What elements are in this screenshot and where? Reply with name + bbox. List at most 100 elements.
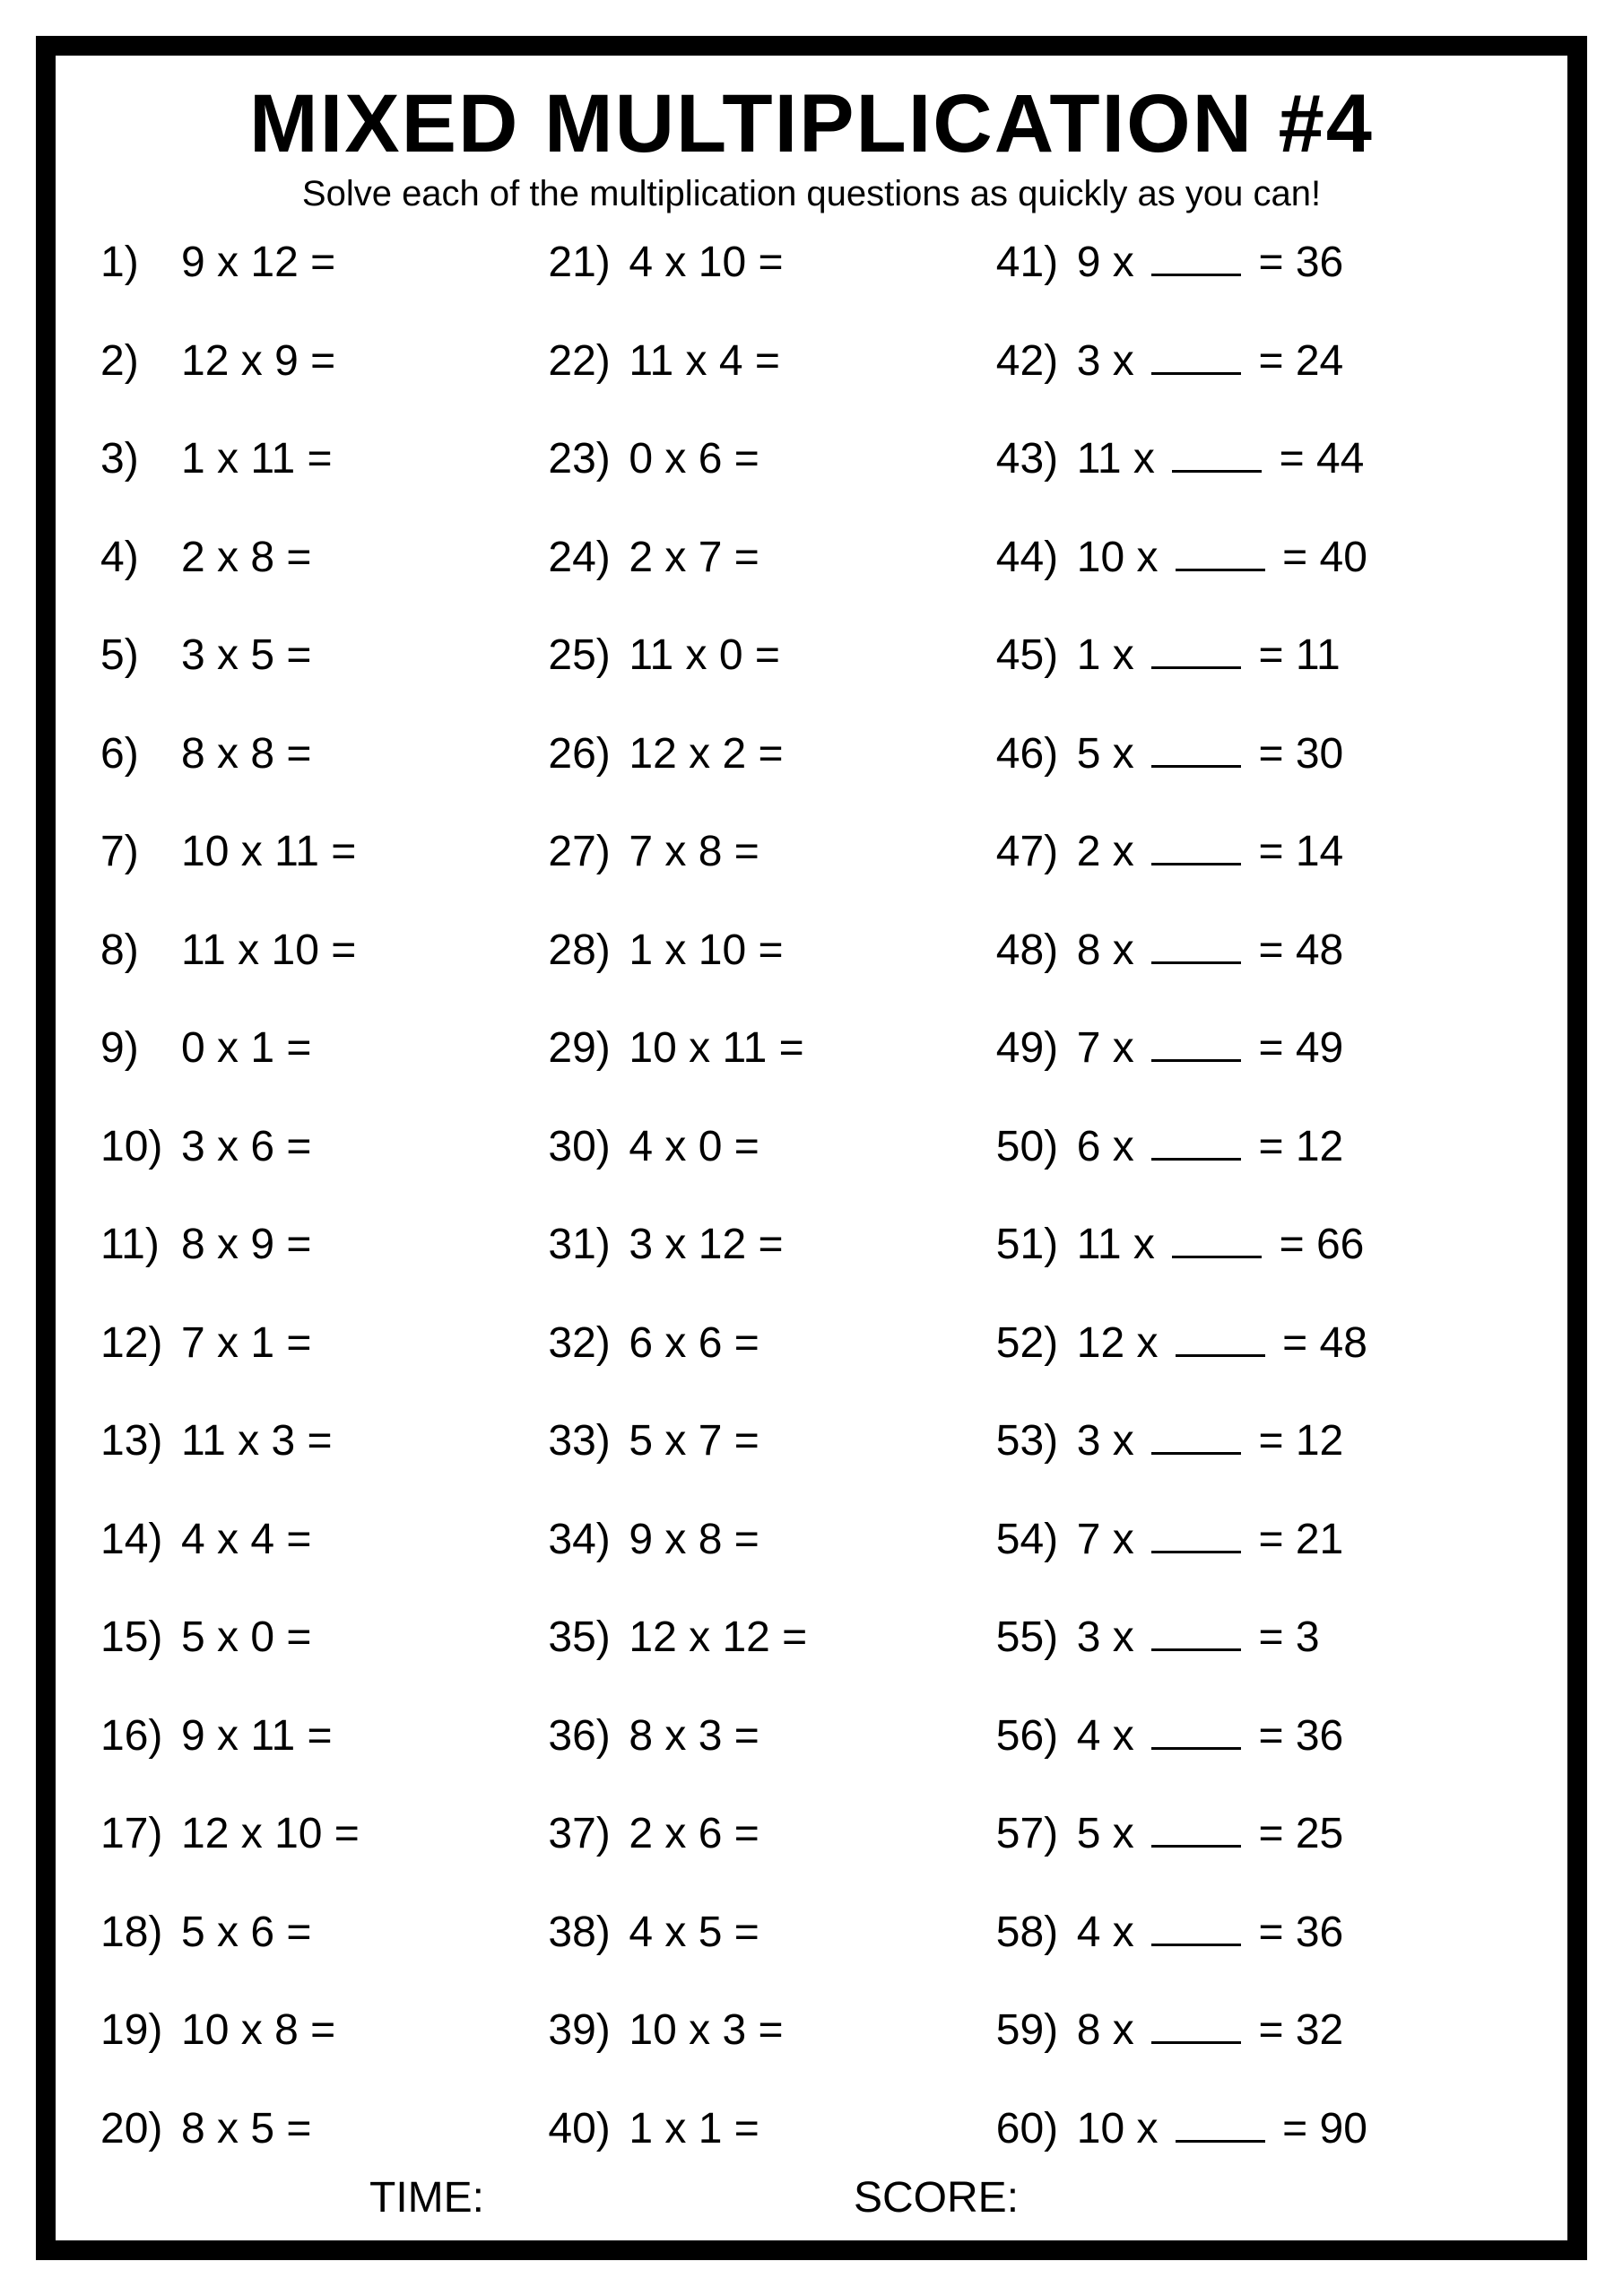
blank-underline[interactable] — [1151, 742, 1241, 768]
problem-expression: 1 x 10 = — [629, 929, 783, 972]
operand-a: 3 — [1077, 1613, 1101, 1661]
problem-expression: 10 x = 40 — [1077, 536, 1367, 579]
operand-a: 6 — [629, 1319, 653, 1367]
problem-row: 16)9 x 11 = — [100, 1715, 539, 1758]
problem-number: 57) — [996, 1813, 1077, 1856]
blank-underline[interactable] — [1172, 447, 1262, 473]
problem-row: 58)4 x = 36 — [996, 1911, 1523, 1954]
problem-number: 54) — [996, 1518, 1077, 1561]
blank-underline[interactable] — [1176, 545, 1265, 571]
blank-underline[interactable] — [1151, 1527, 1241, 1553]
blank-underline[interactable] — [1151, 1920, 1241, 1946]
operand-a: 9 — [181, 239, 205, 286]
operand-a: 11 — [181, 926, 226, 974]
problem-row: 59)8 x = 32 — [996, 2009, 1523, 2052]
operand-a: 1 — [1077, 631, 1101, 679]
result: 24 — [1296, 337, 1343, 385]
blank-underline[interactable] — [1151, 1135, 1241, 1161]
result: 36 — [1296, 1712, 1343, 1760]
operand-a: 9 — [629, 1516, 653, 1563]
problem-number: 39) — [548, 2009, 629, 2052]
operand-b: 12 — [722, 1613, 769, 1661]
problem-expression: 3 x 6 = — [181, 1126, 311, 1169]
problem-expression: 8 x 9 = — [181, 1223, 311, 1266]
problem-number: 14) — [100, 1518, 181, 1561]
operand-a: 5 — [181, 1613, 205, 1661]
problem-number: 4) — [100, 536, 181, 579]
problem-row: 39)10 x 3 = — [548, 2009, 986, 2052]
problem-row: 57)5 x = 25 — [996, 1813, 1523, 1856]
problem-number: 26) — [548, 733, 629, 776]
problem-row: 48)8 x = 48 — [996, 929, 1523, 972]
operand-a: 11 — [1077, 435, 1122, 483]
blank-underline[interactable] — [1172, 1232, 1262, 1258]
problem-row: 1)9 x 12 = — [100, 241, 539, 284]
problem-expression: 7 x = 49 — [1077, 1027, 1343, 1070]
problem-expression: 11 x 4 = — [629, 340, 780, 383]
problem-number: 49) — [996, 1027, 1077, 1070]
problem-number: 60) — [996, 2108, 1077, 2151]
problem-row: 14)4 x 4 = — [100, 1518, 539, 1561]
operand-b: 5 — [699, 1909, 723, 1956]
problem-number: 12) — [100, 1322, 181, 1365]
operand-a: 8 — [629, 1712, 653, 1760]
problem-expression: 9 x 11 = — [181, 1715, 333, 1758]
problem-expression: 3 x 5 = — [181, 634, 311, 677]
blank-underline[interactable] — [1151, 643, 1241, 669]
problem-row: 55)3 x = 3 — [996, 1616, 1523, 1659]
blank-underline[interactable] — [1151, 938, 1241, 964]
problem-number: 51) — [996, 1223, 1077, 1266]
operand-a: 3 — [181, 631, 205, 679]
problem-row: 31)3 x 12 = — [548, 1223, 986, 1266]
operand-b: 10 — [699, 926, 746, 974]
problem-expression: 8 x = 32 — [1077, 2009, 1343, 2052]
operand-b: 5 — [250, 631, 274, 679]
problem-number: 48) — [996, 929, 1077, 972]
operand-b: 6 — [699, 435, 723, 483]
blank-underline[interactable] — [1151, 2018, 1241, 2044]
blank-underline[interactable] — [1176, 1331, 1265, 1357]
blank-underline[interactable] — [1151, 1724, 1241, 1750]
operand-b: 1 — [250, 1319, 274, 1367]
operand-a: 8 — [181, 1221, 205, 1268]
operand-a: 4 — [629, 1909, 653, 1956]
blank-underline[interactable] — [1151, 250, 1241, 276]
operand-a: 10 — [629, 1024, 676, 1072]
operand-a: 4 — [1077, 1909, 1101, 1956]
problem-row: 4)2 x 8 = — [100, 536, 539, 579]
problem-expression: 10 x 11 = — [181, 831, 356, 874]
problem-row: 17)12 x 10 = — [100, 1813, 539, 1856]
operand-a: 12 — [629, 730, 676, 778]
blank-underline[interactable] — [1176, 2117, 1265, 2143]
problem-row: 22)11 x 4 = — [548, 340, 986, 383]
problem-expression: 10 x 11 = — [629, 1027, 803, 1070]
problem-number: 27) — [548, 831, 629, 874]
blank-underline[interactable] — [1151, 349, 1241, 375]
blank-underline[interactable] — [1151, 1822, 1241, 1848]
blank-underline[interactable] — [1151, 1625, 1241, 1651]
operand-a: 8 — [1077, 926, 1101, 974]
problem-number: 13) — [100, 1420, 181, 1463]
problem-expression: 1 x 11 = — [181, 438, 333, 481]
problem-row: 13)11 x 3 = — [100, 1420, 539, 1463]
blank-underline[interactable] — [1151, 839, 1241, 865]
problem-row: 41)9 x = 36 — [996, 241, 1523, 284]
footer: TIME: SCORE: — [100, 2173, 1523, 2222]
operand-a: 10 — [1077, 534, 1124, 581]
problem-row: 6)8 x 8 = — [100, 733, 539, 776]
problem-row: 29)10 x 11 = — [548, 1027, 986, 1070]
problem-number: 32) — [548, 1322, 629, 1365]
problem-number: 3) — [100, 438, 181, 481]
operand-b: 11 — [722, 1024, 767, 1072]
operand-a: 1 — [629, 926, 653, 974]
problem-expression: 10 x = 90 — [1077, 2108, 1367, 2151]
blank-underline[interactable] — [1151, 1036, 1241, 1062]
blank-underline[interactable] — [1151, 1429, 1241, 1455]
problems-column-1: 1)9 x 12 =2)12 x 9 =3)1 x 11 =4)2 x 8 =5… — [100, 241, 539, 2151]
operand-a: 12 — [1077, 1319, 1124, 1367]
problem-expression: 5 x = 30 — [1077, 733, 1343, 776]
operand-b: 11 — [250, 1712, 295, 1760]
problem-expression: 4 x 4 = — [181, 1518, 311, 1561]
result: 21 — [1296, 1516, 1343, 1563]
problem-row: 32)6 x 6 = — [548, 1322, 986, 1365]
